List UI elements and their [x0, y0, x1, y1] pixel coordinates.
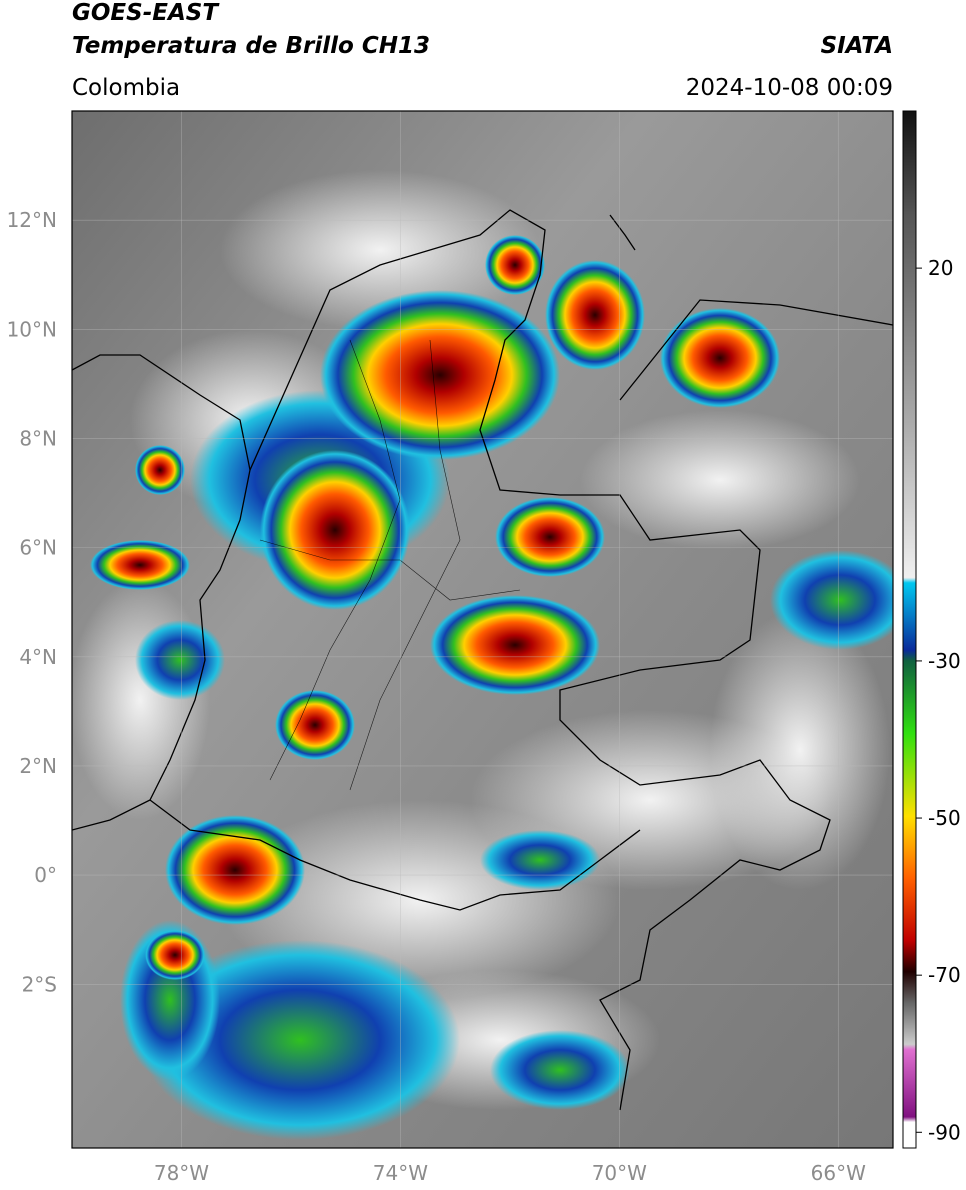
region: Colombia: [72, 75, 180, 101]
colorbar-tick-label: 20: [928, 256, 953, 280]
lon-tick-label: 78°W: [154, 1161, 209, 1185]
lat-tick-label: 12°N: [7, 208, 57, 232]
lat-tick-label: 0°: [34, 863, 57, 887]
product: Temperatura de Brillo CH13: [72, 33, 430, 59]
lat-tick-label: 10°N: [7, 317, 57, 341]
lat-tick-label: 2°N: [19, 754, 57, 778]
lon-tick-label: 70°W: [592, 1161, 647, 1185]
satellite: GOES-EAST: [72, 0, 220, 26]
lat-tick-label: 4°N: [19, 645, 57, 669]
source: SIATA: [821, 33, 893, 59]
lat-tick-label: 6°N: [19, 536, 57, 560]
lon-tick-label: 66°W: [811, 1161, 866, 1185]
colorbar-tick-label: -70: [928, 963, 961, 987]
datetime: 2024-10-08 00:09: [686, 75, 893, 101]
colorbar-tick-label: -50: [928, 806, 961, 830]
lat-tick-label: 8°N: [19, 426, 57, 450]
satellite-image: [72, 111, 893, 1148]
colorbar-tick-label: -90: [928, 1120, 961, 1144]
lat-tick-label: 2°S: [22, 972, 57, 996]
colorbar-tick-label: -30: [928, 649, 961, 673]
map-frame: [71, 110, 894, 1149]
lon-tick-label: 74°W: [373, 1161, 428, 1185]
colorbar: [902, 110, 917, 1149]
